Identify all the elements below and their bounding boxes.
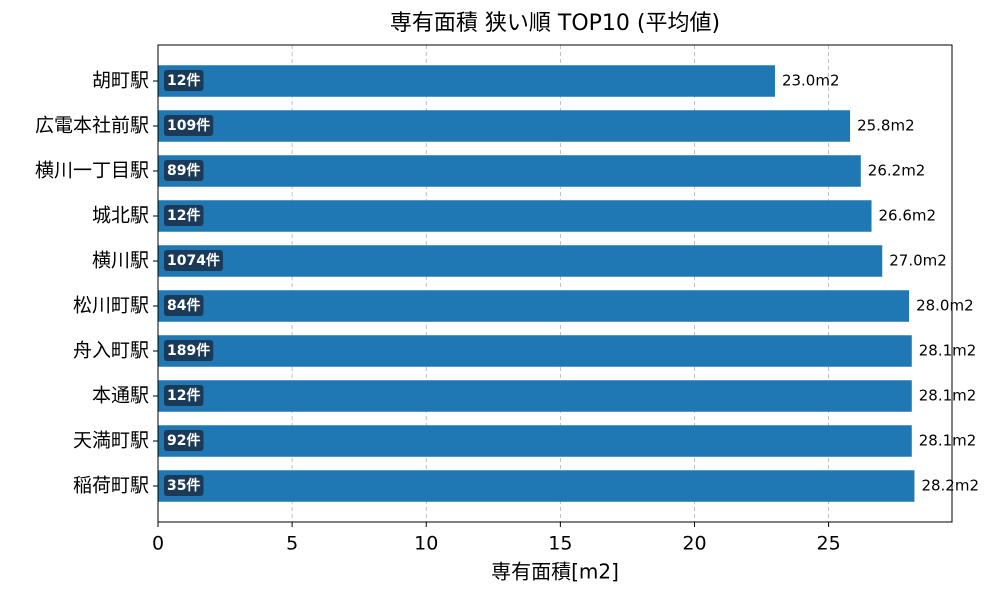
count-label: 109件 [167,117,210,134]
count-label-box [164,475,204,496]
count-label-box [164,295,204,316]
y-tick-label: 横川一丁目駅 [35,160,149,182]
count-label-box [164,160,204,181]
y-tick-label: 広電本社前駅 [35,115,149,137]
value-label: 28.1m2 [919,432,977,450]
x-axis-label: 専有面積[m2] [491,560,619,584]
y-tick-label: 稲荷町駅 [73,475,149,497]
y-tick-label: 舟入町駅 [73,340,149,362]
y-tick-label: 横川駅 [92,250,149,272]
bar [158,380,912,412]
bar [158,470,915,502]
count-label-box [164,340,214,361]
bar [158,65,775,97]
x-tick-label: 25 [817,533,841,555]
x-tick-label: 15 [548,533,572,555]
count-label: 1074件 [167,252,220,269]
value-label: 26.6m2 [879,207,937,225]
value-label: 27.0m2 [889,252,947,270]
count-label-box [164,250,223,271]
count-label: 84件 [167,297,200,314]
bar [158,155,861,187]
y-tick-label: 城北駅 [92,205,149,227]
bars [158,65,915,502]
bar [158,425,912,457]
x-tick-label: 5 [286,533,298,555]
value-label: 28.0m2 [916,297,974,315]
value-label: 26.2m2 [868,162,926,180]
count-label: 35件 [167,477,200,494]
count-label: 89件 [167,162,200,179]
count-label-box [164,115,214,136]
value-label: 25.8m2 [857,117,915,135]
bar [158,245,883,277]
y-tick-label: 胡町駅 [92,70,149,92]
count-label-box [164,205,204,226]
bar [158,110,851,142]
bar [158,335,912,367]
x-tick-label: 20 [682,533,706,555]
count-label: 12件 [167,72,200,89]
count-label: 189件 [167,342,210,359]
count-label-box [164,385,204,406]
value-label: 23.0m2 [782,72,840,90]
bar [158,290,910,322]
chart-title: 専有面積 狭い順 TOP10 (平均値) [390,11,720,36]
y-tick-label: 松川町駅 [73,295,149,317]
count-label-box [164,70,204,91]
x-tick-label: 0 [152,533,164,555]
count-label: 12件 [167,387,200,404]
value-label: 28.2m2 [921,477,979,495]
count-label: 12件 [167,207,200,224]
count-label-box [164,430,204,451]
y-tick-label: 本通駅 [92,385,149,407]
plot-frame [157,44,953,523]
count-label: 92件 [167,432,200,449]
x-tick-label: 10 [414,533,438,555]
value-label: 28.1m2 [919,342,977,360]
value-label: 28.1m2 [919,387,977,405]
bar [158,200,872,232]
y-tick-label: 天満町駅 [73,430,149,452]
